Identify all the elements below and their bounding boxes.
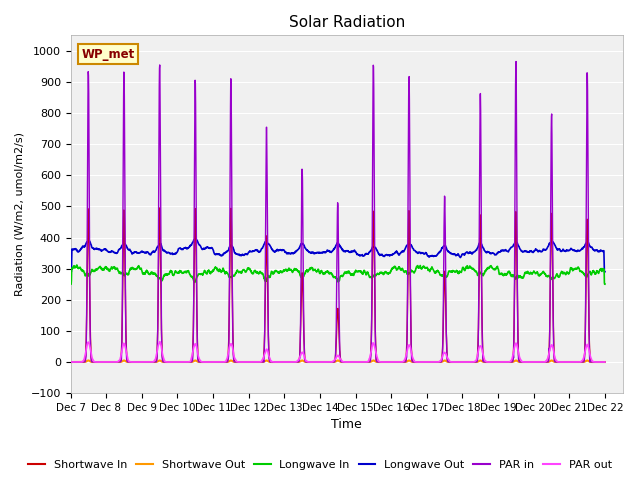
Title: Solar Radiation: Solar Radiation xyxy=(289,15,404,30)
X-axis label: Time: Time xyxy=(332,419,362,432)
Y-axis label: Radiation (W/m2, umol/m2/s): Radiation (W/m2, umol/m2/s) xyxy=(15,132,25,296)
Legend: Shortwave In, Shortwave Out, Longwave In, Longwave Out, PAR in, PAR out: Shortwave In, Shortwave Out, Longwave In… xyxy=(24,456,616,474)
Text: WP_met: WP_met xyxy=(82,48,135,61)
